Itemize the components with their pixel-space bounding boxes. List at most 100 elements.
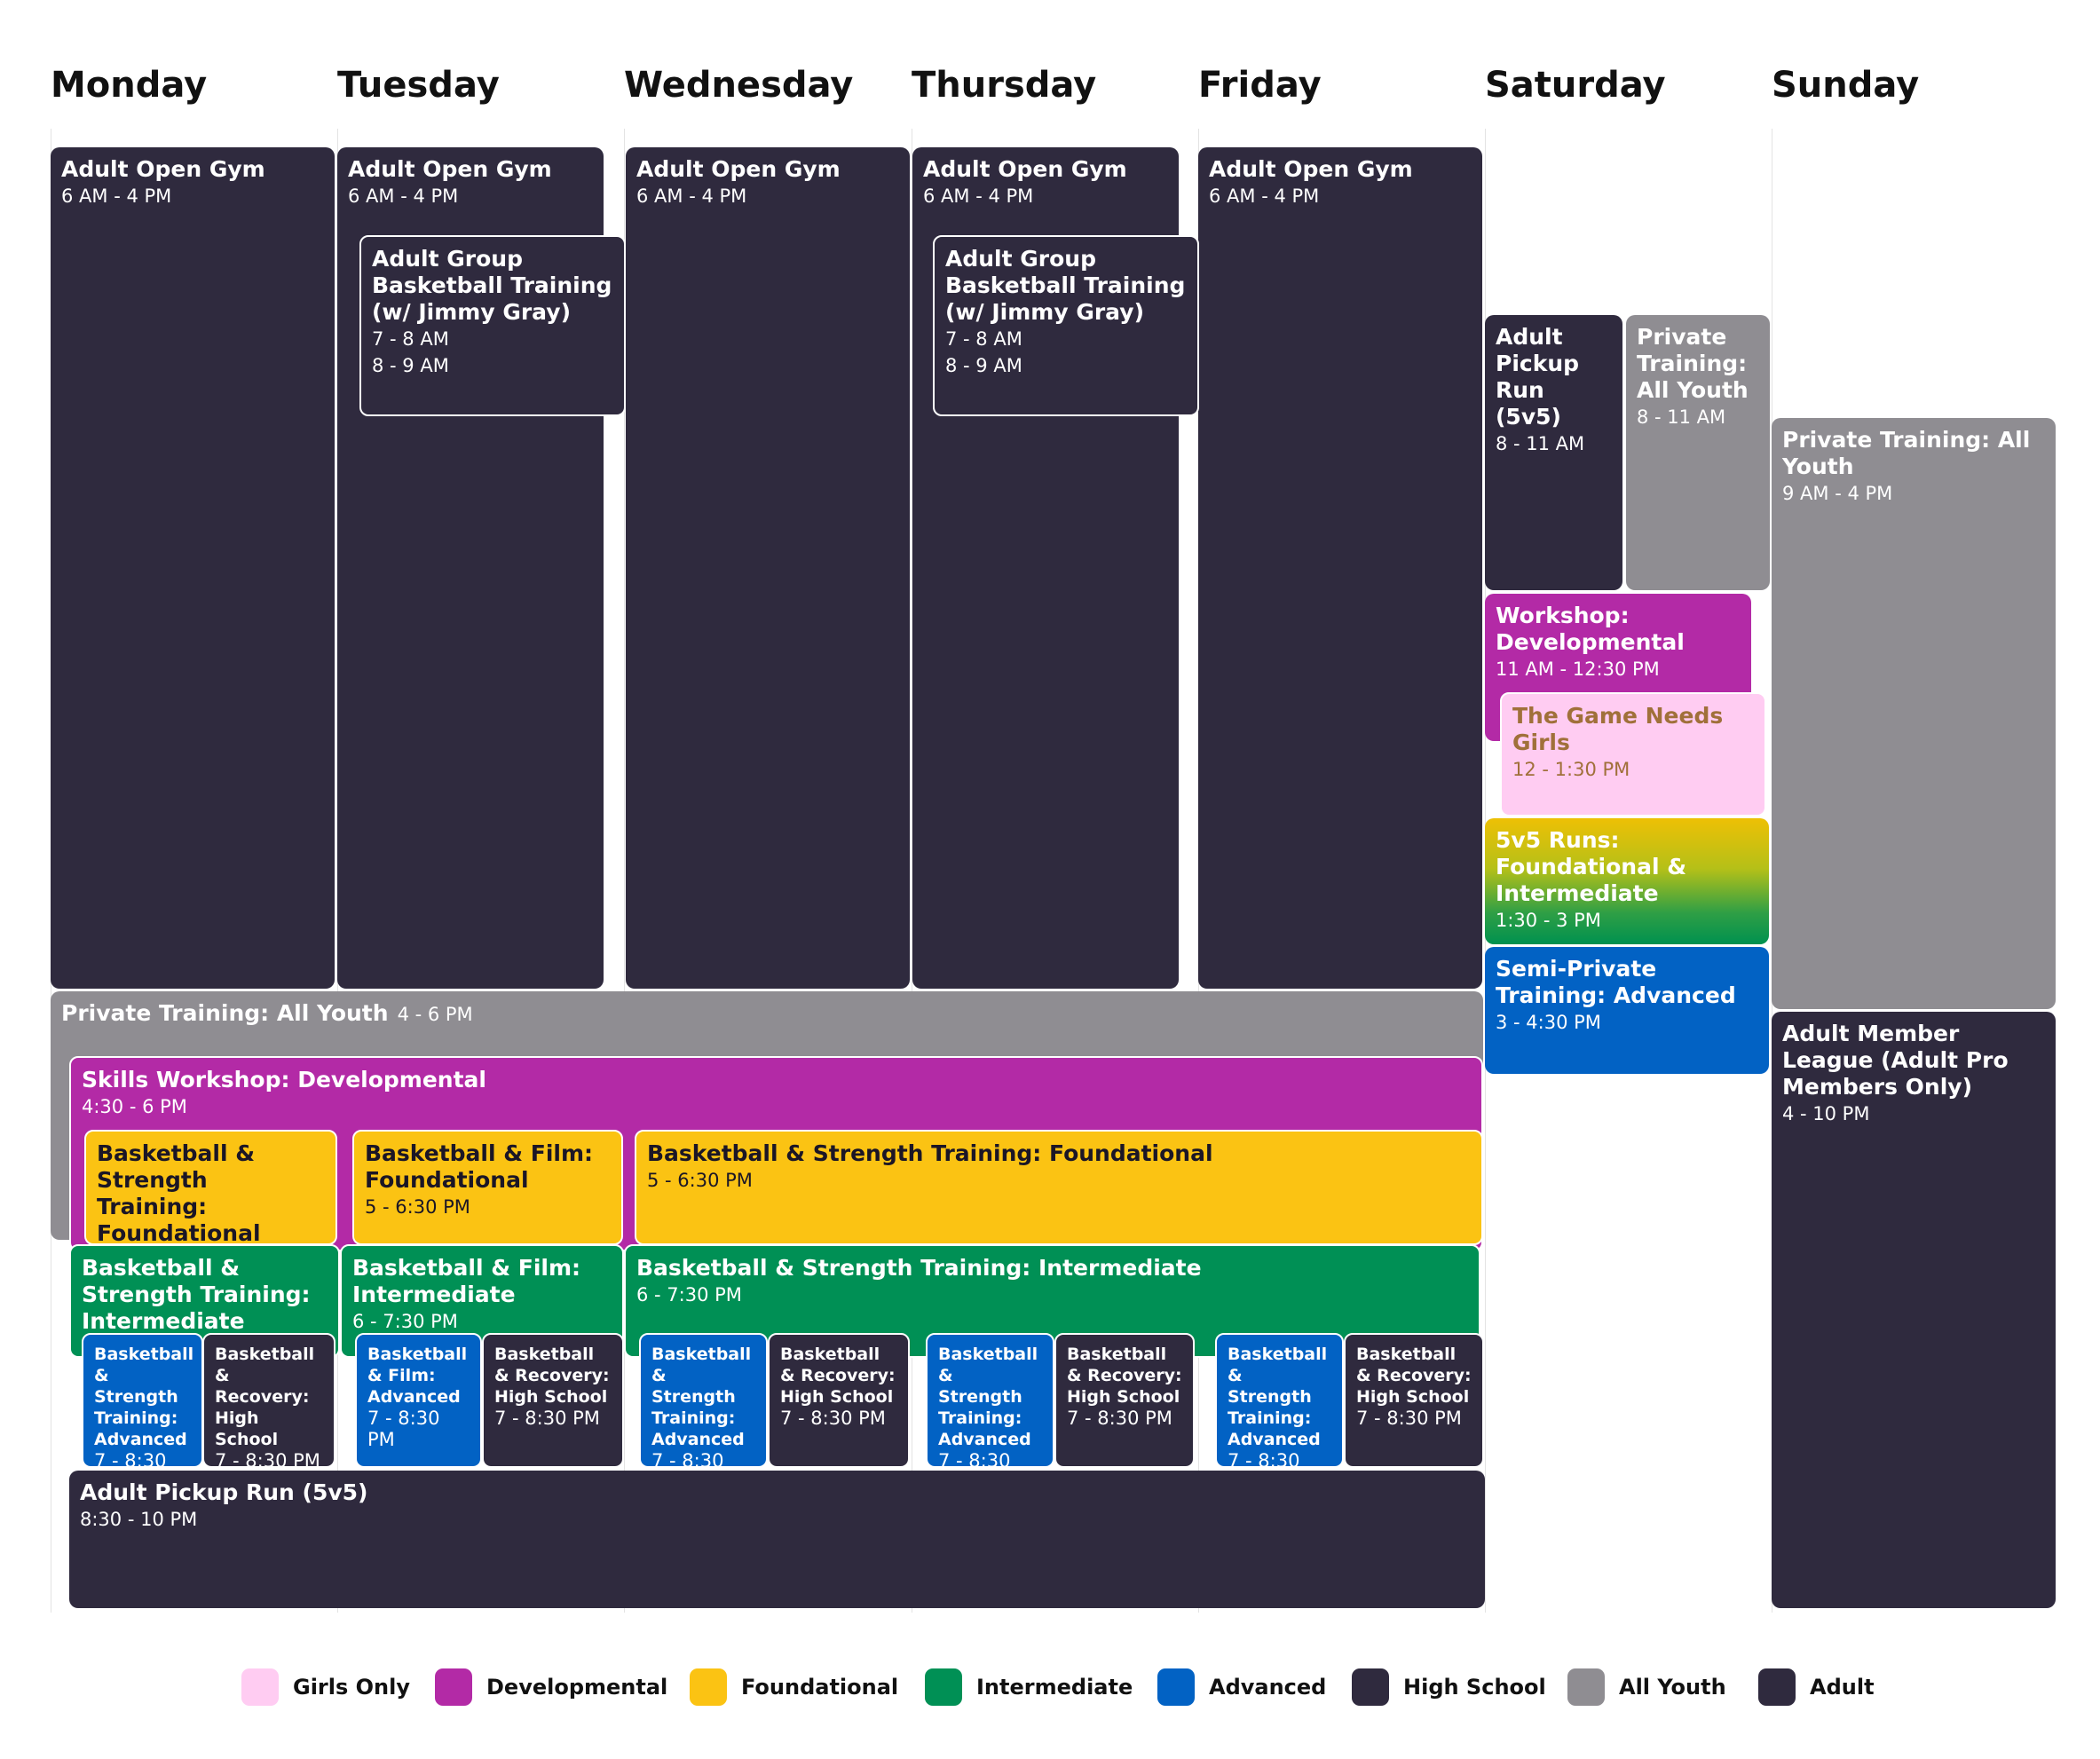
event-title: Semi-Private Training: Advanced [1496,956,1736,1008]
legend-swatch [1157,1668,1195,1706]
event-title: Basketball & Recovery: High School [1067,1345,1182,1407]
event-semi-private-training-advanced[interactable]: Semi-Private Training: Advanced 3 - 4:30 … [1485,947,1769,1074]
event-time: 6 AM - 4 PM [61,185,172,207]
event-title: Private Training: All Youth [61,1000,389,1026]
legend-item-girls-only: Girls Only [241,1665,410,1709]
day-header-wednesday: Wednesday [624,65,854,106]
event-basketball-film-foundational[interactable]: Basketball & Film: Foundational 5 - 6:30 … [352,1130,623,1245]
event-title: Adult Pickup Run (5v5) [80,1479,368,1505]
event-basketball-strength-training-advanced[interactable]: Basketball & Strength Training: Advanced… [82,1333,203,1468]
legend-label: Adult [1810,1675,1875,1700]
legend-item-intermediate: Intermediate [925,1665,1133,1709]
event-title: 5v5 Runs: Foundational & Intermediate [1496,827,1687,906]
event-time: 7 - 8:30 PM [494,1408,600,1429]
event-adult-open-gym[interactable]: Adult Open Gym 6 AM - 4 PM [626,147,910,989]
event-time: 6 - 7:30 PM [352,1311,458,1332]
event-title: Basketball & Recovery: High School [780,1345,896,1407]
event-title: Basketball & Strength Training: Intermed… [636,1255,1202,1281]
event-time: 4 - 10 PM [1782,1103,1870,1124]
event-time: 6 - 7:30 PM [636,1284,742,1305]
event-basketball-strength-training-foundational[interactable]: Basketball & Strength Training: Foundati… [635,1130,1483,1245]
event-time: 7 - 8:30 PM [938,1450,1011,1468]
legend-swatch [241,1668,279,1706]
legend-item-developmental: Developmental [435,1665,667,1709]
event-time: 3 - 4:30 PM [1496,1012,1601,1033]
event-adult-pickup-run-5v5[interactable]: Adult Pickup Run (5v5) 8:30 - 10 PM [69,1471,1485,1608]
event-time: 7 - 8:30 PM [1356,1408,1462,1429]
event-adult-pickup-run-5v5[interactable]: Adult Pickup Run (5v5) 8 - 11 AM [1485,315,1622,590]
event-basketball-recovery-high-school[interactable]: Basketball & Recovery: High School 7 - 8:… [482,1333,624,1468]
event-time: 6 AM - 4 PM [636,185,747,207]
event-time: 9 AM - 4 PM [1782,483,1893,504]
event-private-training-all-youth[interactable]: Private Training: All Youth 8 - 11 AM [1626,315,1770,590]
event-title: Adult Open Gym [923,156,1127,182]
legend-label: Intermediate [976,1675,1133,1700]
event-time: 7 - 8:30 PM [1228,1450,1300,1468]
event-adult-open-gym[interactable]: Adult Open Gym 6 AM - 4 PM [51,147,335,989]
event-adult-open-gym[interactable]: Adult Open Gym 6 AM - 4 PM [1198,147,1482,989]
event-time: 8 - 9 AM [945,355,1022,376]
event-title: Adult Open Gym [1209,156,1413,182]
legend-item-adult: Adult [1758,1665,1875,1709]
event-adult-group-basketball-training-w-jimmy-gray[interactable]: Adult Group Basketball Training (w/ Jimm… [933,235,1199,416]
day-header-sunday: Sunday [1772,65,1920,106]
legend-label: Girls Only [293,1675,410,1700]
event-private-training-all-youth[interactable]: Private Training: All Youth 9 AM - 4 PM [1772,418,2056,1009]
event-time: 5 - 6:30 PM [647,1170,753,1191]
event-title: Adult Open Gym [61,156,265,182]
event-the-game-needs-girls[interactable]: The Game Needs Girls 12 - 1:30 PM [1500,692,1766,816]
legend-item-foundational: Foundational [690,1665,898,1709]
event-title: Basketball & Strength Training: Advanced [94,1345,194,1449]
event-basketball-recovery-high-school[interactable]: Basketball & Recovery: High School 7 - 8:… [1344,1333,1484,1468]
legend-label: Developmental [486,1675,668,1700]
event-title: Adult Group Basketball Training (w/ Jimm… [372,246,612,325]
day-header-monday: Monday [51,65,208,106]
legend-item-all-youth: All Youth [1567,1665,1726,1709]
day-header-thursday: Thursday [912,65,1097,106]
day-column-divider [624,129,625,1613]
event-basketball-strength-training-advanced[interactable]: Basketball & Strength Training: Advanced… [926,1333,1054,1468]
event-title: Basketball & Strength Training: Advanced [938,1345,1038,1449]
event-time: 7 - 8:30 PM [651,1450,724,1468]
event-title: The Game Needs Girls [1512,703,1724,755]
legend-swatch [1567,1668,1605,1706]
event-5v5-runs-foundational-intermediate[interactable]: 5v5 Runs: Foundational & Intermediate 1:3… [1485,818,1769,944]
event-basketball-recovery-high-school[interactable]: Basketball & Recovery: High School 7 - 8:… [202,1333,336,1468]
event-basketball-recovery-high-school[interactable]: Basketball & Recovery: High School 7 - 8:… [768,1333,910,1468]
legend-swatch [690,1668,727,1706]
event-title: Basketball & Strength Training: Advanced [1228,1345,1328,1449]
event-adult-group-basketball-training-w-jimmy-gray[interactable]: Adult Group Basketball Training (w/ Jimm… [359,235,626,416]
event-title: Basketball & Strength Training: Foundati… [647,1140,1213,1166]
event-title: Basketball & Film: Intermediate [352,1255,581,1307]
event-time: 6 AM - 4 PM [1209,185,1320,207]
event-basketball-strength-training-advanced[interactable]: Basketball & Strength Training: Advanced… [639,1333,768,1468]
event-title: Workshop: Developmental [1496,603,1685,655]
event-time: 7 - 8 AM [372,328,449,350]
event-time: 12 - 1:30 PM [1512,759,1630,780]
event-time: 4 - 6 PM [397,1004,473,1025]
event-basketball-recovery-high-school[interactable]: Basketball & Recovery: High School 7 - 8:… [1054,1333,1195,1468]
legend-swatch [1758,1668,1796,1706]
legend-label: Advanced [1209,1675,1327,1700]
event-title: Adult Open Gym [636,156,841,182]
legend-swatch [435,1668,472,1706]
event-title: Adult Group Basketball Training (w/ Jimm… [945,246,1186,325]
event-title: Basketball & Recovery: High School [494,1345,610,1407]
event-time: 8 - 11 AM [1637,406,1726,428]
event-title: Basketball & Recovery: High School [1356,1345,1472,1407]
event-title: Basketball & Recovery: High School [215,1345,315,1449]
event-basketball-strength-training-advanced[interactable]: Basketball & Strength Training: Advanced… [1215,1333,1344,1468]
event-time: 7 - 8:30 PM [780,1408,886,1429]
event-time: 7 - 8:30 PM [215,1450,320,1468]
event-basketball-strength-training-foundational[interactable]: Basketball & Strength Training: Foundati… [84,1130,337,1245]
event-adult-member-league-adult-pro-members-only[interactable]: Adult Member League (Adult Pro Members O… [1772,1012,2056,1608]
event-time: 7 - 8:30 PM [94,1450,167,1468]
event-title: Basketball & Strength Training: Intermed… [82,1255,311,1334]
day-header-tuesday: Tuesday [337,65,500,106]
event-time: 7 - 8:30 PM [367,1408,440,1450]
event-time: 8 - 11 AM [1496,433,1585,454]
legend-swatch [1352,1668,1389,1706]
event-title: Adult Pickup Run (5v5) [1496,324,1580,430]
event-basketball-film-advanced[interactable]: Basketball & Film: Advanced 7 - 8:30 PM [355,1333,482,1468]
